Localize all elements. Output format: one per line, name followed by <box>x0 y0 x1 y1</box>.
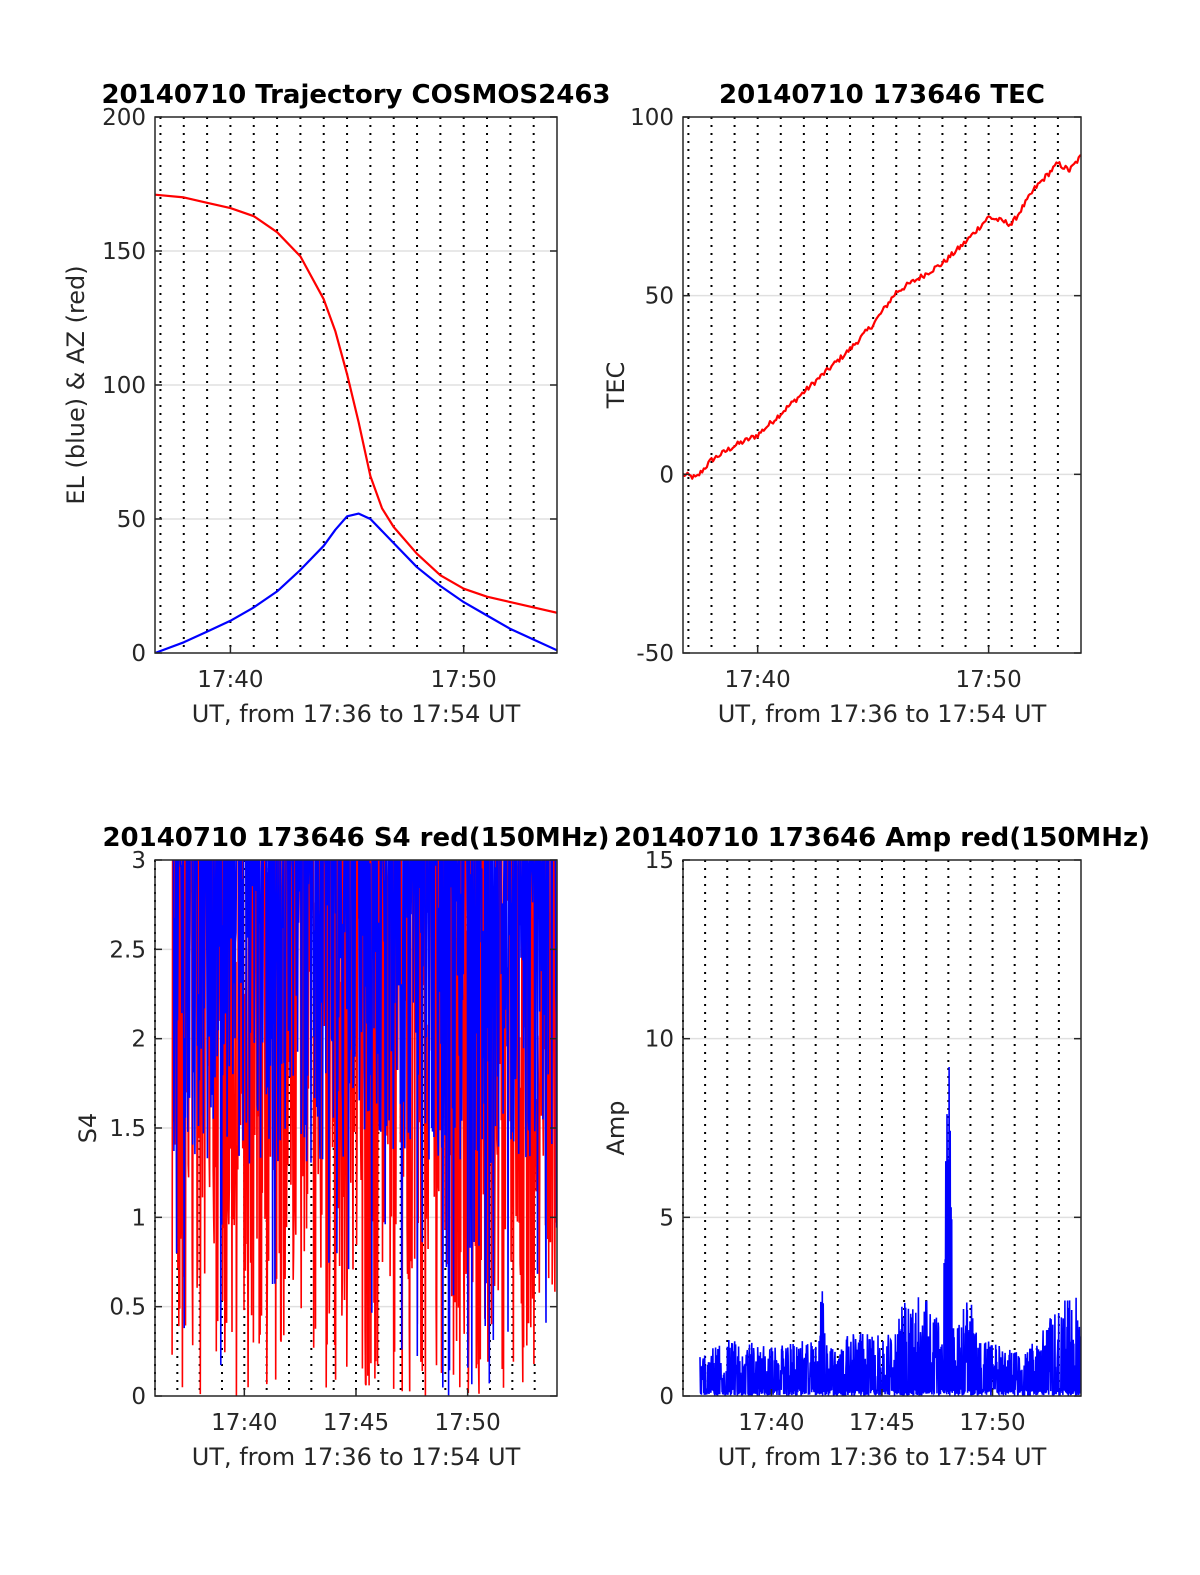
y-tick-label: -50 <box>636 641 674 667</box>
panel-amp: 20140710 173646 Amp red(150MHz) UT, from… <box>602 823 1150 1471</box>
x-tick-label: 17:50 <box>431 667 497 693</box>
x-axis-label: UT, from 17:36 to 17:54 UT <box>192 700 521 728</box>
plot-area <box>155 193 557 653</box>
y-axis-label: S4 <box>74 1113 102 1144</box>
y-tick-label: 1.5 <box>109 1116 146 1142</box>
chart-title: 20140710 173646 Amp red(150MHz) <box>614 823 1150 853</box>
y-tick-label: 0.5 <box>109 1295 146 1321</box>
y-tick-label: 100 <box>630 105 674 131</box>
y-tick-label: 200 <box>102 105 146 131</box>
x-axis-label: UT, from 17:36 to 17:54 UT <box>192 1443 521 1471</box>
y-tick-label: 0 <box>659 1384 674 1410</box>
y-tick-label: 150 <box>102 239 146 265</box>
x-tick-label: 17:40 <box>211 1410 277 1436</box>
x-tick-label: 17:45 <box>323 1410 389 1436</box>
x-tick-label: 17:50 <box>955 667 1021 693</box>
x-axis-label: UT, from 17:36 to 17:54 UT <box>718 700 1047 728</box>
y-tick-label: 5 <box>659 1205 674 1231</box>
series-line <box>699 1066 1081 1396</box>
x-tick-label: 17:40 <box>197 667 263 693</box>
y-tick-label: 50 <box>117 507 146 533</box>
y-axis-label: EL (blue) & AZ (red) <box>62 265 90 504</box>
y-tick-label: 3 <box>131 848 146 874</box>
plot-area <box>171 860 557 1396</box>
x-tick-label: 17:50 <box>959 1410 1025 1436</box>
y-tick-label: 15 <box>645 848 674 874</box>
x-tick-label: 17:45 <box>849 1410 915 1436</box>
y-tick-label: 50 <box>645 284 674 310</box>
chart-title: 20140710 173646 TEC <box>719 80 1045 110</box>
y-tick-label: 0 <box>659 462 674 488</box>
plot-area <box>699 1066 1081 1396</box>
panel-tec: 20140710 173646 TEC UT, from 17:36 to 17… <box>602 80 1082 728</box>
panel-s4: 20140710 173646 S4 red(150MHz) UT, from … <box>74 823 610 1471</box>
x-tick-label: 17:50 <box>435 1410 501 1436</box>
y-tick-label: 100 <box>102 373 146 399</box>
chart-title: 20140710 173646 S4 red(150MHz) <box>102 823 609 853</box>
series-line-first <box>683 154 1081 480</box>
axes-frame <box>682 116 1082 654</box>
x-tick-label: 17:40 <box>738 1410 804 1436</box>
y-tick-label: 10 <box>645 1027 674 1053</box>
plot-area <box>683 154 1081 480</box>
y-tick-label: 2.5 <box>109 937 146 963</box>
y-axis-label: Amp <box>602 1100 630 1155</box>
y-axis-label: TEC <box>602 362 630 410</box>
series-line-blue <box>172 860 557 1396</box>
y-tick-label: 2 <box>131 1027 146 1053</box>
series-line-second <box>155 193 557 614</box>
series-line-first <box>155 512 557 653</box>
x-tick-label: 17:40 <box>725 667 791 693</box>
y-tick-label: 1 <box>131 1205 146 1231</box>
y-tick-label: 0 <box>131 641 146 667</box>
x-axis-label: UT, from 17:36 to 17:54 UT <box>718 1443 1047 1471</box>
y-tick-label: 0 <box>131 1384 146 1410</box>
panel-trajectory: 20140710 Trajectory COSMOS2463 UT, from … <box>62 80 611 728</box>
chart-title: 20140710 Trajectory COSMOS2463 <box>101 80 610 110</box>
